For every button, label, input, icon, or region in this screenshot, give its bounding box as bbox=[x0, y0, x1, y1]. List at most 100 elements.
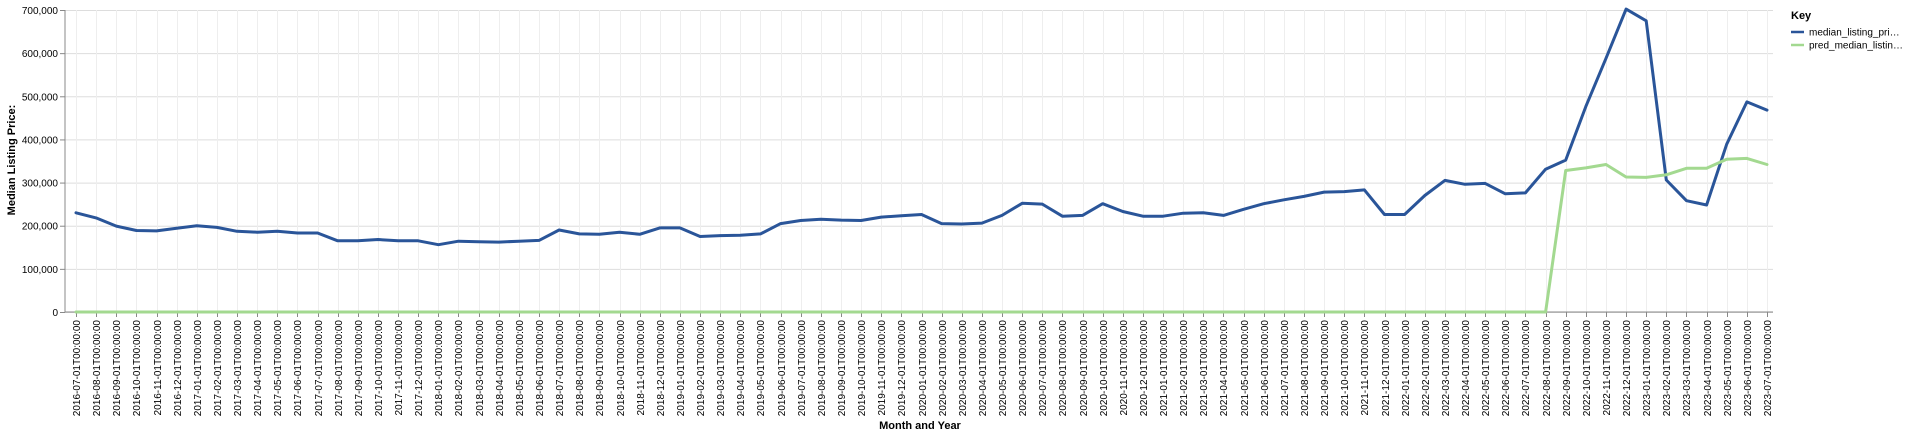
data-point bbox=[578, 310, 581, 314]
x-tick-label: 2023-02-01T00:00:00 bbox=[1662, 320, 1673, 417]
x-tick-label: 2017-08-01T00:00:00 bbox=[334, 320, 345, 417]
y-tick-label: 700,000 bbox=[22, 6, 59, 17]
x-tick-label: 2020-07-01T00:00:00 bbox=[1038, 320, 1049, 417]
x-tick-label: 2019-08-01T00:00:00 bbox=[817, 320, 828, 417]
data-point bbox=[1021, 310, 1024, 314]
data-point bbox=[1725, 158, 1728, 161]
x-tick-label: 2019-11-01T00:00:00 bbox=[877, 320, 888, 416]
data-point bbox=[1322, 190, 1326, 194]
data-point bbox=[517, 240, 521, 243]
data-point bbox=[819, 310, 822, 314]
x-tick-label: 2020-06-01T00:00:00 bbox=[1018, 320, 1029, 417]
data-point bbox=[859, 310, 863, 314]
data-point bbox=[155, 229, 158, 233]
data-point bbox=[1021, 202, 1024, 205]
x-tick-label: 2021-10-01T00:00:00 bbox=[1340, 320, 1351, 417]
data-point bbox=[1443, 310, 1447, 314]
data-point bbox=[1624, 7, 1628, 11]
data-point bbox=[618, 310, 621, 314]
x-tick-label: 2019-09-01T00:00:00 bbox=[837, 320, 848, 417]
data-point bbox=[376, 310, 380, 314]
data-point bbox=[1101, 310, 1104, 314]
data-point bbox=[1222, 214, 1225, 217]
data-point bbox=[960, 222, 963, 226]
data-point bbox=[557, 310, 561, 314]
x-tick-label: 2016-10-01T00:00:00 bbox=[132, 320, 143, 417]
data-point bbox=[598, 310, 601, 314]
legend-title: Key bbox=[1791, 10, 1812, 22]
data-point bbox=[940, 222, 943, 225]
series-lines bbox=[74, 7, 1769, 314]
data-point bbox=[719, 310, 722, 314]
data-point bbox=[94, 216, 98, 220]
data-point bbox=[356, 310, 359, 314]
data-point bbox=[1121, 310, 1125, 314]
x-tick-label: 2023-03-01T00:00:00 bbox=[1682, 320, 1693, 417]
data-point bbox=[115, 224, 118, 228]
data-point bbox=[1302, 310, 1306, 314]
x-tick-label: 2021-05-01T00:00:00 bbox=[1240, 320, 1251, 417]
data-point bbox=[437, 243, 440, 246]
x-tick-label: 2023-06-01T00:00:00 bbox=[1743, 320, 1754, 417]
data-point bbox=[1665, 178, 1668, 182]
y-tick-label: 400,000 bbox=[22, 135, 59, 146]
x-tick-label: 2017-01-01T00:00:00 bbox=[193, 320, 204, 417]
data-point bbox=[1041, 310, 1044, 314]
data-point bbox=[1685, 199, 1688, 202]
data-point bbox=[1403, 310, 1406, 314]
data-point bbox=[1624, 175, 1628, 179]
data-point bbox=[417, 310, 420, 314]
x-axis-title: Month and Year bbox=[879, 420, 961, 432]
data-point bbox=[719, 234, 722, 237]
data-point bbox=[1705, 203, 1708, 207]
data-point bbox=[1081, 214, 1084, 217]
x-tick-label: 2016-07-01T00:00:00 bbox=[72, 320, 83, 417]
data-point bbox=[1604, 57, 1608, 60]
data-point bbox=[537, 239, 541, 242]
data-point bbox=[135, 310, 138, 314]
data-point bbox=[759, 232, 762, 236]
x-tick-label: 2019-03-01T00:00:00 bbox=[716, 320, 727, 417]
data-point bbox=[839, 310, 843, 314]
x-tick-label: 2021-07-01T00:00:00 bbox=[1280, 320, 1291, 417]
data-point bbox=[1242, 310, 1245, 314]
x-tick-label: 2019-04-01T00:00:00 bbox=[736, 320, 747, 417]
x-tick-label: 2018-07-01T00:00:00 bbox=[555, 320, 566, 417]
data-point bbox=[799, 219, 802, 222]
data-point bbox=[396, 310, 400, 314]
x-tick-label: 2019-01-01T00:00:00 bbox=[676, 320, 687, 417]
y-tick-label: 500,000 bbox=[22, 92, 59, 103]
data-point bbox=[960, 310, 963, 314]
data-point bbox=[658, 310, 661, 314]
y-axis-title: Median Listing Price: bbox=[6, 105, 18, 216]
x-tick-label: 2022-01-01T00:00:00 bbox=[1401, 320, 1412, 417]
data-point bbox=[1544, 310, 1547, 314]
data-point bbox=[1423, 194, 1427, 197]
data-point bbox=[1665, 173, 1668, 176]
series-line-0 bbox=[74, 7, 1769, 247]
data-point bbox=[477, 240, 480, 243]
x-tick-label: 2016-12-01T00:00:00 bbox=[173, 320, 184, 417]
data-point bbox=[155, 310, 158, 314]
y-tick-label: 100,000 bbox=[22, 265, 59, 276]
data-point bbox=[1484, 182, 1487, 185]
data-point bbox=[1584, 105, 1588, 108]
data-point bbox=[940, 310, 943, 314]
data-point bbox=[74, 211, 78, 214]
x-tick-label: 2021-02-01T00:00:00 bbox=[1179, 320, 1190, 417]
x-tick-label: 2017-03-01T00:00:00 bbox=[233, 320, 244, 417]
data-point bbox=[678, 226, 682, 230]
data-point bbox=[175, 310, 178, 314]
x-tick-label: 2021-08-01T00:00:00 bbox=[1300, 320, 1311, 417]
x-tick-label: 2023-05-01T00:00:00 bbox=[1723, 320, 1734, 417]
data-point bbox=[316, 310, 319, 314]
data-point bbox=[1705, 167, 1708, 170]
data-point bbox=[1061, 215, 1064, 218]
x-tick-label: 2019-10-01T00:00:00 bbox=[857, 320, 868, 417]
data-point bbox=[980, 310, 984, 314]
x-tick-label: 2023-04-01T00:00:00 bbox=[1703, 320, 1714, 417]
data-point bbox=[1745, 157, 1749, 160]
x-tick-label: 2017-05-01T00:00:00 bbox=[273, 320, 284, 417]
x-tick-label: 2018-06-01T00:00:00 bbox=[535, 320, 546, 417]
data-point bbox=[376, 238, 380, 241]
